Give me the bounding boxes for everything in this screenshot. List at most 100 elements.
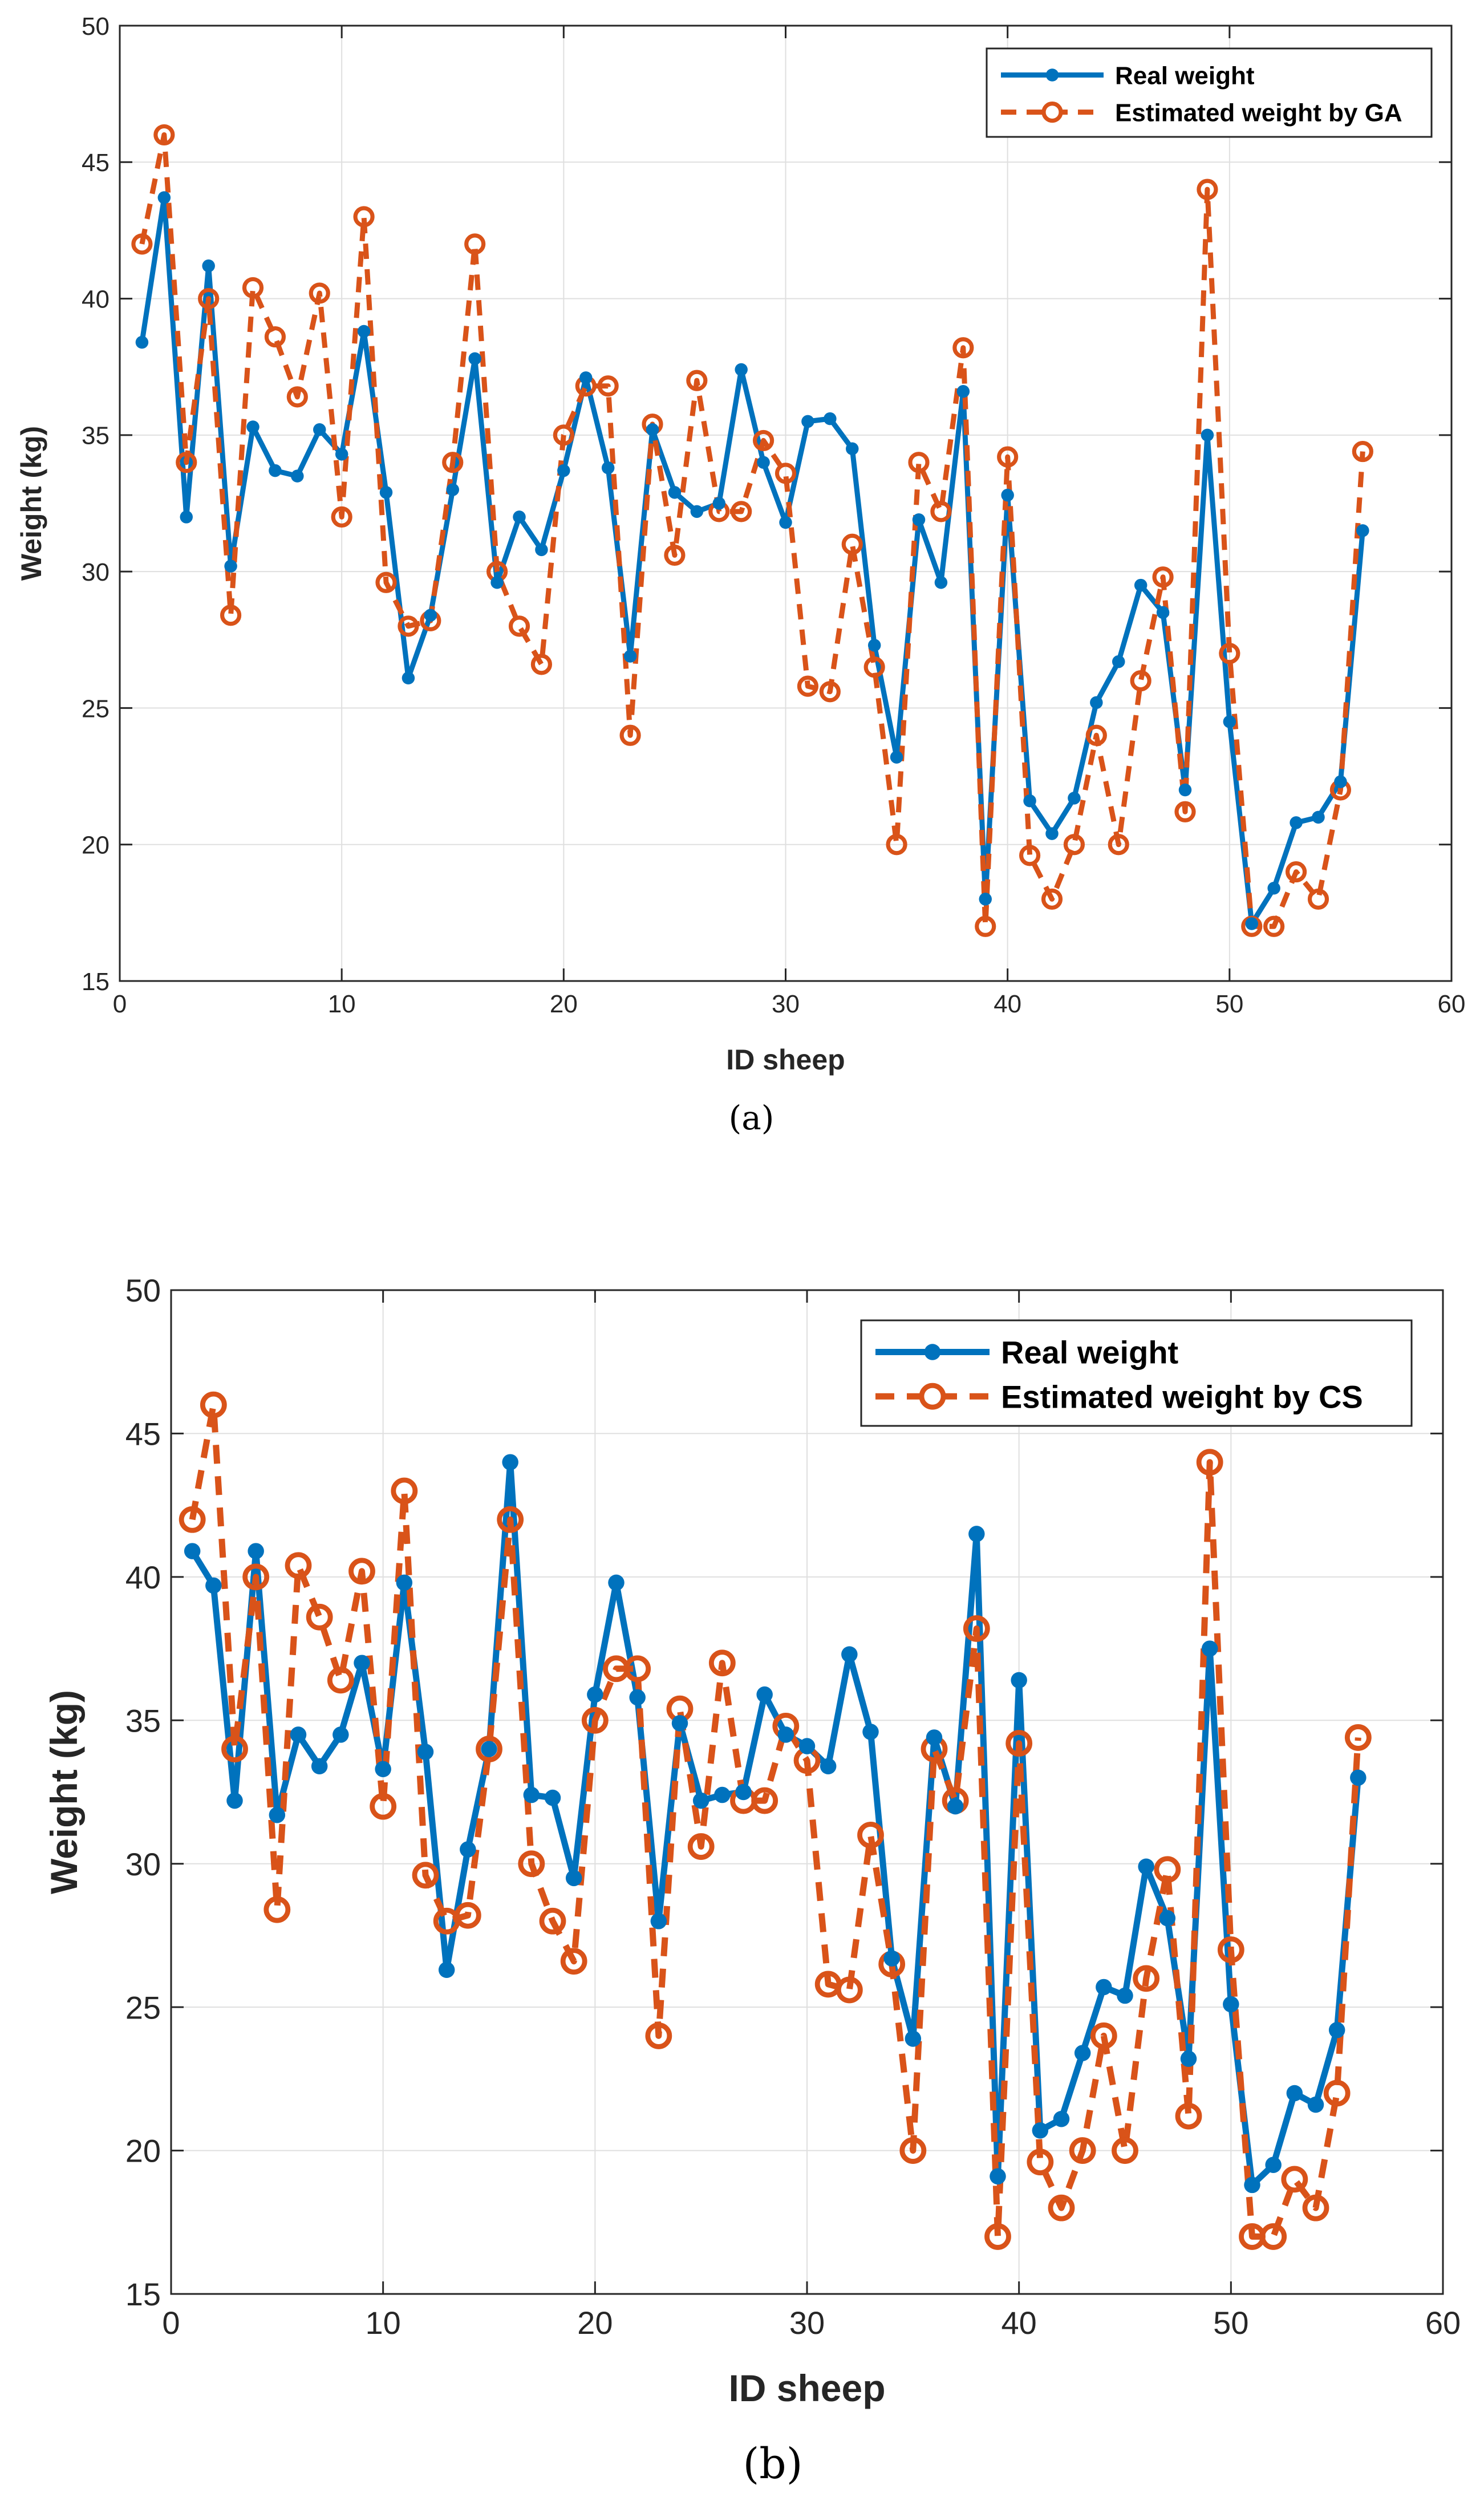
estimated-point <box>327 1667 354 1694</box>
real-point <box>671 1715 688 1732</box>
real-point <box>1117 1987 1133 2004</box>
real-point <box>968 1526 985 1542</box>
estimated-point <box>353 206 375 228</box>
real-point <box>1090 696 1103 710</box>
estimated-point <box>1281 2166 1308 2193</box>
estimated-point <box>1154 1856 1181 1883</box>
real-point <box>934 576 948 589</box>
real-point <box>1328 2022 1345 2038</box>
real-point <box>862 1724 879 1740</box>
estimated-point <box>497 1506 524 1533</box>
estimated-point <box>1219 643 1240 664</box>
real-point <box>798 1738 816 1754</box>
estimated-point <box>841 533 863 555</box>
estimated-point <box>708 1649 736 1677</box>
real-point <box>535 543 548 557</box>
real-point <box>883 1950 900 1967</box>
y-tick-label: 30 <box>125 1846 161 1882</box>
estimated-point <box>1112 2137 1138 2164</box>
estimated-point <box>198 287 220 310</box>
y-tick-label: 15 <box>82 968 110 996</box>
estimated-point <box>1217 1936 1244 1963</box>
estimated-point <box>306 1603 333 1631</box>
estimated-point <box>1344 1724 1372 1751</box>
estimated-point <box>370 1793 397 1820</box>
legend-label: Real weight <box>1115 62 1255 90</box>
real-point <box>396 1574 413 1591</box>
real-point <box>820 1758 837 1774</box>
estimated-point <box>984 2223 1011 2250</box>
legend-box <box>986 47 1433 138</box>
y-tick-label: 40 <box>82 285 110 313</box>
real-point <box>692 1792 709 1809</box>
estimated-point <box>398 615 419 637</box>
real-point <box>629 1689 646 1706</box>
estimated-point <box>1048 2194 1075 2222</box>
estimated-point <box>775 463 797 484</box>
real-point <box>777 1726 794 1743</box>
real-point <box>333 1726 349 1743</box>
real-point <box>291 469 304 483</box>
chart-b: 0 10 20 30 40 50 60 15 20 25 30 35 40 45 50 ID sheep Wei… <box>43 1272 1461 2488</box>
real-point <box>1053 2111 1070 2127</box>
real-point <box>608 1574 625 1591</box>
estimated-point <box>975 915 996 937</box>
estimated-point <box>1152 566 1174 588</box>
real-point <box>735 1783 752 1801</box>
real-point <box>375 1761 391 1778</box>
real-point <box>947 1798 964 1815</box>
real-point <box>1244 2176 1260 2194</box>
estimated-point <box>886 834 907 856</box>
real-point <box>1223 715 1236 728</box>
estimated-point <box>581 1706 609 1734</box>
real-point <box>1180 2050 1197 2067</box>
estimated-point <box>375 571 397 593</box>
real-point <box>224 560 237 573</box>
x-tick-label: 10 <box>328 990 356 1018</box>
legend-label: Estimated weight by GA <box>1115 99 1402 127</box>
real-point <box>579 371 593 384</box>
y-tick-label: 15 <box>125 2276 161 2312</box>
estimated-point <box>687 1833 715 1860</box>
real-point <box>1286 2085 1303 2102</box>
estimated-point <box>131 233 153 255</box>
real-point <box>226 1792 243 1809</box>
real-point <box>1356 524 1369 537</box>
estimated-point <box>1197 179 1218 200</box>
estimated-point <box>221 1736 248 1762</box>
real-point <box>601 461 615 475</box>
estimated-point <box>286 386 308 408</box>
x-tick-label: 60 <box>1425 2305 1461 2341</box>
estimated-point <box>1005 1730 1033 1757</box>
real-point <box>460 1841 476 1858</box>
estimated-point <box>997 446 1019 468</box>
estimated-point <box>797 675 819 697</box>
real-point <box>1267 882 1280 895</box>
estimated-point <box>476 1736 502 1762</box>
real-point <box>956 385 970 398</box>
real-point <box>926 1729 943 1746</box>
estimated-point <box>752 429 775 452</box>
real-point <box>1159 1910 1176 1927</box>
estimated-point <box>1307 888 1329 910</box>
estimated-point <box>1133 1965 1160 1992</box>
estimated-point <box>664 544 686 566</box>
real-point <box>650 1913 667 1929</box>
estimated-point <box>518 1850 545 1878</box>
real-point <box>135 335 149 349</box>
y-tick-label: 45 <box>125 1416 161 1452</box>
estimated-point <box>176 452 197 473</box>
real-point <box>1290 816 1303 829</box>
real-point <box>1068 792 1081 805</box>
real-point <box>867 639 881 652</box>
estimated-point <box>597 375 619 397</box>
estimated-point <box>1090 2022 1117 2049</box>
real-point <box>1045 827 1059 840</box>
legend-marker-real <box>1045 68 1059 82</box>
real-point <box>990 2168 1006 2185</box>
real-point <box>1223 1996 1239 2013</box>
real-point <box>417 1744 434 1760</box>
estimated-point <box>1085 724 1107 746</box>
estimated-point <box>1323 2079 1351 2107</box>
y-tick-label: 30 <box>82 558 110 586</box>
